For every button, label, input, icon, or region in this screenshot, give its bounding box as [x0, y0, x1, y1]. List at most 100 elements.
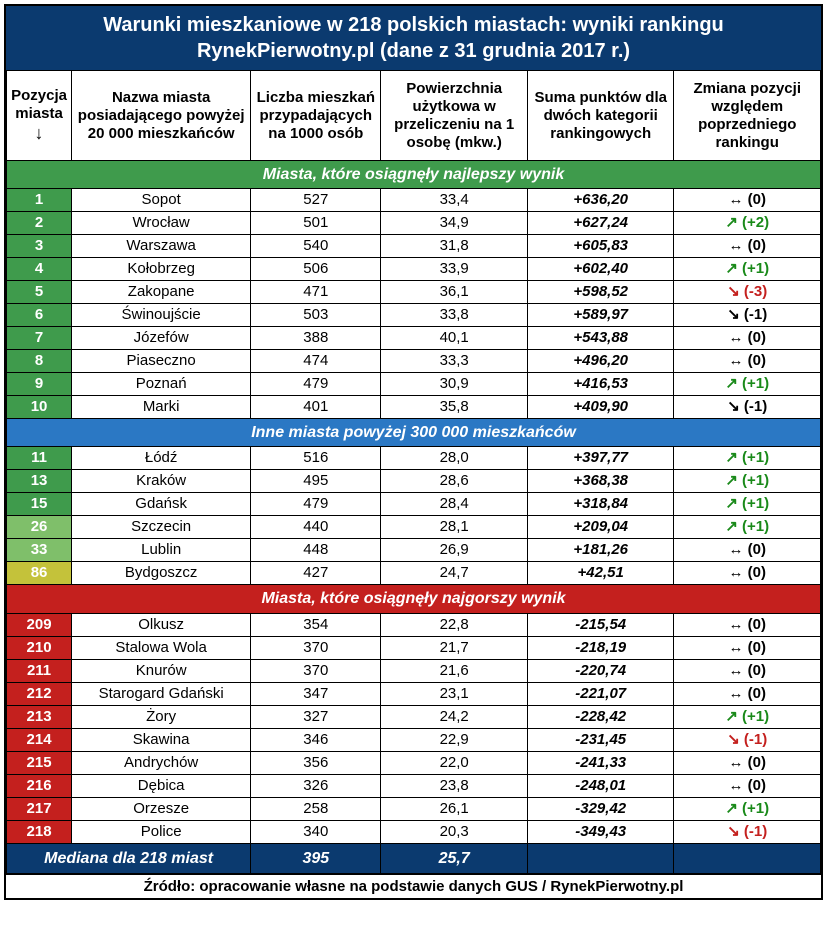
flats-cell: 506	[251, 258, 381, 281]
table-row: 26Szczecin44028,1+209,04↗ (+1)	[7, 516, 821, 539]
rank-cell: 9	[7, 373, 72, 396]
section-label: Miasta, które osiągnęły najlepszy wynik	[7, 161, 821, 189]
col-header-flats: Liczba mieszkań przypadających na 1000 o…	[251, 71, 381, 161]
flats-cell: 340	[251, 820, 381, 843]
flats-cell: 356	[251, 751, 381, 774]
area-cell: 30,9	[381, 373, 528, 396]
area-cell: 22,9	[381, 728, 528, 751]
table-row: 4Kołobrzeg50633,9+602,40↗ (+1)	[7, 258, 821, 281]
change-cell: ↔ (0)	[674, 189, 821, 212]
table-row: 10Marki40135,8+409,90↘ (-1)	[7, 396, 821, 419]
table-row: 86Bydgoszcz42724,7+42,51↔ (0)	[7, 562, 821, 585]
col-header-change: Zmiana pozycji względem poprzedniego ran…	[674, 71, 821, 161]
flats-cell: 440	[251, 516, 381, 539]
flats-cell: 474	[251, 350, 381, 373]
title-line-2: RynekPierwotny.pl (dane z 31 grudnia 201…	[197, 40, 630, 62]
median-flats: 395	[251, 843, 381, 873]
area-cell: 34,9	[381, 212, 528, 235]
sum-cell: +496,20	[527, 350, 674, 373]
section-header: Inne miasta powyżej 300 000 mieszkańców	[7, 419, 821, 447]
sum-cell: -349,43	[527, 820, 674, 843]
city-cell: Szczecin	[72, 516, 251, 539]
sum-cell: +627,24	[527, 212, 674, 235]
city-cell: Wrocław	[72, 212, 251, 235]
sum-cell: +589,97	[527, 304, 674, 327]
change-cell: ↔ (0)	[674, 613, 821, 636]
rank-cell: 215	[7, 751, 72, 774]
median-row: Mediana dla 218 miast39525,7	[7, 843, 821, 873]
rank-cell: 10	[7, 396, 72, 419]
area-cell: 36,1	[381, 281, 528, 304]
sum-cell: +42,51	[527, 562, 674, 585]
area-cell: 26,1	[381, 797, 528, 820]
rank-cell: 216	[7, 774, 72, 797]
rank-cell: 214	[7, 728, 72, 751]
table-row: 212Starogard Gdański34723,1-221,07↔ (0)	[7, 682, 821, 705]
title-line-1: Warunki mieszkaniowe w 218 polskich mias…	[103, 14, 724, 36]
table-row: 214Skawina34622,9-231,45↘ (-1)	[7, 728, 821, 751]
sum-cell: -329,42	[527, 797, 674, 820]
change-cell: ↗ (+1)	[674, 705, 821, 728]
change-cell: ↔ (0)	[674, 774, 821, 797]
area-cell: 31,8	[381, 235, 528, 258]
city-cell: Żory	[72, 705, 251, 728]
city-cell: Kraków	[72, 470, 251, 493]
area-cell: 33,8	[381, 304, 528, 327]
flats-cell: 516	[251, 447, 381, 470]
sum-cell: +598,52	[527, 281, 674, 304]
sum-cell: -248,01	[527, 774, 674, 797]
table-row: 15Gdańsk47928,4+318,84↗ (+1)	[7, 493, 821, 516]
sum-cell: +409,90	[527, 396, 674, 419]
table-row: 6Świnoujście50333,8+589,97↘ (-1)	[7, 304, 821, 327]
table-container: Warunki mieszkaniowe w 218 polskich mias…	[4, 4, 823, 900]
city-cell: Skawina	[72, 728, 251, 751]
change-cell: ↘ (-1)	[674, 728, 821, 751]
flats-cell: 401	[251, 396, 381, 419]
table-row: 5Zakopane47136,1+598,52↘ (-3)	[7, 281, 821, 304]
flats-cell: 370	[251, 636, 381, 659]
col-header-area: Powierzchnia użytkowa w przeliczeniu na …	[381, 71, 528, 161]
table-row: 13Kraków49528,6+368,38↗ (+1)	[7, 470, 821, 493]
city-cell: Marki	[72, 396, 251, 419]
table-row: 209Olkusz35422,8-215,54↔ (0)	[7, 613, 821, 636]
rank-cell: 6	[7, 304, 72, 327]
header-row: Pozycja miasta ↓ Nazwa miasta posiadając…	[7, 71, 821, 161]
flats-cell: 479	[251, 373, 381, 396]
area-cell: 28,1	[381, 516, 528, 539]
change-cell: ↗ (+2)	[674, 212, 821, 235]
sum-cell: -241,33	[527, 751, 674, 774]
section-header: Miasta, które osiągnęły najgorszy wynik	[7, 585, 821, 613]
change-cell: ↔ (0)	[674, 562, 821, 585]
city-cell: Police	[72, 820, 251, 843]
city-cell: Bydgoszcz	[72, 562, 251, 585]
col-header-sum: Suma punktów dla dwóch kategorii ranking…	[527, 71, 674, 161]
section-label: Miasta, które osiągnęły najgorszy wynik	[7, 585, 821, 613]
sum-cell: +209,04	[527, 516, 674, 539]
rank-cell: 11	[7, 447, 72, 470]
city-cell: Orzesze	[72, 797, 251, 820]
rank-cell: 217	[7, 797, 72, 820]
city-cell: Dębica	[72, 774, 251, 797]
area-cell: 22,0	[381, 751, 528, 774]
change-cell: ↘ (-1)	[674, 304, 821, 327]
area-cell: 28,4	[381, 493, 528, 516]
table-row: 2Wrocław50134,9+627,24↗ (+2)	[7, 212, 821, 235]
city-cell: Knurów	[72, 659, 251, 682]
table-row: 211Knurów37021,6-220,74↔ (0)	[7, 659, 821, 682]
rank-cell: 210	[7, 636, 72, 659]
change-cell: ↔ (0)	[674, 350, 821, 373]
rank-cell: 2	[7, 212, 72, 235]
city-cell: Józefów	[72, 327, 251, 350]
sum-cell: +368,38	[527, 470, 674, 493]
sum-cell: -218,19	[527, 636, 674, 659]
area-cell: 40,1	[381, 327, 528, 350]
table-row: 216Dębica32623,8-248,01↔ (0)	[7, 774, 821, 797]
table-row: 213Żory32724,2-228,42↗ (+1)	[7, 705, 821, 728]
table-row: 9Poznań47930,9+416,53↗ (+1)	[7, 373, 821, 396]
city-cell: Starogard Gdański	[72, 682, 251, 705]
sum-cell: +181,26	[527, 539, 674, 562]
area-cell: 33,3	[381, 350, 528, 373]
change-cell: ↔ (0)	[674, 636, 821, 659]
source-note: Źródło: opracowanie własne na podstawie …	[6, 874, 821, 898]
table-row: 7Józefów38840,1+543,88↔ (0)	[7, 327, 821, 350]
